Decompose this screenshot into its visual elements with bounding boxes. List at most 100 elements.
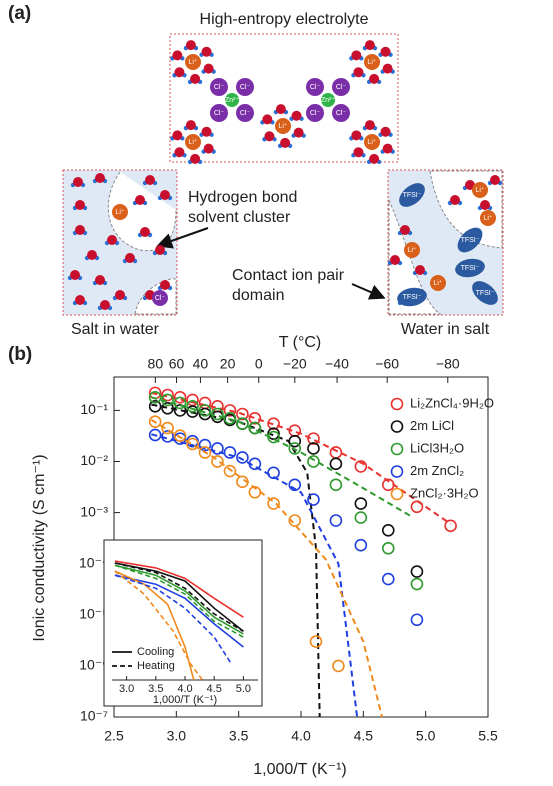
data-point	[410, 577, 424, 591]
legend-marker	[390, 442, 404, 456]
water-o	[291, 110, 302, 121]
water-o	[262, 114, 273, 125]
data-point	[329, 457, 343, 471]
legend-marker	[390, 465, 404, 478]
water-o	[140, 227, 150, 237]
water-o	[95, 275, 105, 285]
ion	[364, 54, 380, 70]
data-point	[410, 500, 424, 514]
ion-label: Cl⁻	[310, 110, 321, 117]
data-point	[223, 446, 237, 459]
water-o	[115, 290, 125, 300]
inset-x-title: 1,000/T (K⁻¹)	[153, 694, 217, 706]
data-point	[307, 442, 320, 455]
data-point	[267, 430, 280, 444]
water-o	[380, 126, 391, 137]
data-point	[148, 428, 162, 442]
ion	[364, 134, 380, 150]
panel-b: (b) T (°C) 1,000/T (K⁻¹) Ionic conductiv…	[8, 334, 498, 778]
data-point	[288, 434, 302, 448]
data-point	[329, 446, 343, 459]
data-point	[329, 514, 343, 527]
fit-line	[151, 396, 414, 519]
water-o	[172, 130, 183, 141]
x-tick-label: 4.5	[354, 728, 374, 744]
water-o	[382, 63, 393, 74]
y-tick-label: 10⁻¹	[80, 401, 108, 417]
y-tick-label: 10⁻⁵	[79, 605, 108, 621]
water-o	[203, 143, 214, 154]
x2-tick-label: 60	[169, 356, 185, 372]
water-o	[364, 120, 375, 131]
water-o	[364, 40, 375, 51]
legend-marker	[390, 397, 404, 411]
data-point	[444, 519, 457, 533]
data-point	[173, 404, 187, 417]
data-point	[267, 497, 280, 510]
tfsi	[399, 183, 425, 207]
ion	[225, 93, 239, 107]
ion	[236, 104, 254, 122]
data-point	[198, 446, 212, 459]
water-o	[75, 225, 85, 235]
inset-line	[114, 564, 244, 635]
inset-line	[114, 574, 233, 665]
x2-tick-label: −80	[436, 356, 460, 372]
water-o	[135, 195, 145, 205]
y-tick-label: 10⁻⁶	[79, 657, 108, 673]
ion-label: Li⁺	[367, 58, 376, 66]
inset-x-tick-label: 3.5	[148, 683, 163, 695]
ion	[430, 275, 446, 291]
callout: Hydrogen bond	[188, 189, 297, 206]
water-o	[160, 190, 170, 200]
water-o	[201, 46, 212, 57]
callout: domain	[232, 287, 284, 304]
data-point	[223, 464, 237, 478]
data-point	[248, 457, 262, 471]
ion-label: Li⁺	[188, 138, 197, 146]
data-point	[186, 405, 199, 418]
ion-label: Li⁺	[367, 138, 376, 146]
data-point	[410, 565, 424, 578]
ion	[321, 93, 335, 107]
data-point	[236, 475, 249, 489]
x2-tick-label: 40	[193, 356, 209, 372]
water-o	[73, 177, 83, 187]
ion-label: Cl⁻	[310, 84, 321, 91]
data-point	[161, 430, 174, 443]
water-o	[353, 67, 364, 78]
data-point	[161, 393, 174, 407]
legend-marker	[390, 420, 404, 433]
data-point	[309, 635, 323, 648]
data-point	[186, 400, 199, 413]
data-point	[211, 455, 224, 468]
ion-label: TFSI⁻	[403, 192, 422, 199]
ion-label: TFSI⁻	[461, 237, 480, 244]
inset-line	[114, 564, 244, 638]
x-tick-label: 5.0	[416, 728, 436, 744]
caption: Water in salt	[401, 321, 490, 338]
ion-label: Li⁺	[278, 122, 287, 130]
tfsi	[472, 281, 498, 305]
inset-line	[114, 560, 244, 618]
x2-tick-label: −60	[375, 356, 399, 372]
ion-label: Li⁺	[475, 186, 484, 194]
data-point	[173, 429, 187, 442]
data-point	[198, 404, 212, 417]
data-point	[267, 466, 280, 480]
data-point	[161, 421, 174, 435]
water-o	[174, 147, 185, 158]
ion	[210, 104, 228, 122]
data-point	[288, 514, 302, 527]
arrow	[156, 227, 209, 249]
water-o	[369, 153, 380, 164]
data-point	[211, 407, 224, 421]
data-point	[148, 391, 162, 404]
fit-line	[150, 419, 383, 718]
water-o	[185, 120, 196, 131]
x2-tick-label: 80	[148, 356, 164, 372]
cluster-region	[107, 171, 177, 252]
x-tick-label: 3.5	[229, 728, 249, 744]
data-point	[354, 497, 368, 510]
